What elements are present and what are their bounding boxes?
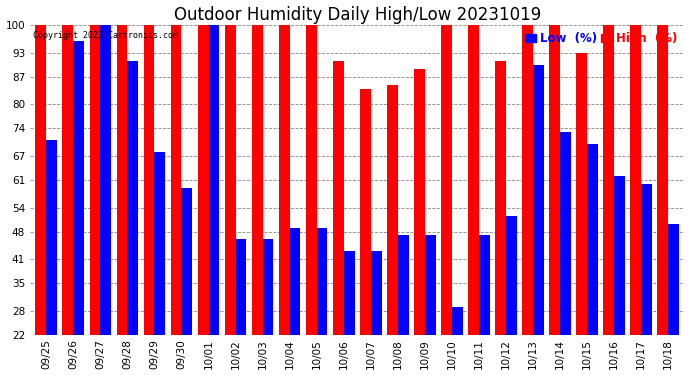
Bar: [560, 132, 571, 335]
Bar: [90, 25, 100, 335]
Bar: [360, 88, 371, 335]
Bar: [117, 25, 128, 335]
Bar: [603, 25, 614, 335]
Bar: [198, 25, 208, 335]
Bar: [495, 61, 506, 335]
Bar: [170, 25, 181, 335]
Bar: [387, 85, 398, 335]
Bar: [658, 25, 668, 335]
Legend: Low  (%), High  (%): Low (%), High (%): [524, 31, 678, 46]
Bar: [587, 144, 598, 335]
Bar: [46, 140, 57, 335]
Bar: [614, 176, 625, 335]
Bar: [479, 236, 490, 335]
Bar: [208, 25, 219, 335]
Bar: [468, 25, 479, 335]
Bar: [144, 25, 155, 335]
Bar: [155, 152, 165, 335]
Bar: [279, 25, 290, 335]
Bar: [522, 25, 533, 335]
Bar: [333, 61, 344, 335]
Bar: [225, 25, 235, 335]
Bar: [414, 69, 425, 335]
Bar: [252, 25, 263, 335]
Bar: [441, 25, 452, 335]
Bar: [73, 41, 84, 335]
Bar: [290, 228, 300, 335]
Bar: [100, 25, 111, 335]
Bar: [641, 184, 652, 335]
Bar: [533, 65, 544, 335]
Bar: [549, 25, 560, 335]
Bar: [668, 224, 679, 335]
Title: Outdoor Humidity Daily High/Low 20231019: Outdoor Humidity Daily High/Low 20231019: [174, 6, 541, 24]
Bar: [35, 25, 46, 335]
Bar: [631, 25, 641, 335]
Bar: [344, 251, 355, 335]
Bar: [263, 240, 273, 335]
Bar: [576, 53, 587, 335]
Bar: [63, 25, 73, 335]
Bar: [181, 188, 193, 335]
Bar: [425, 236, 435, 335]
Bar: [128, 61, 138, 335]
Text: Copyright 2023 Cartronics.com: Copyright 2023 Cartronics.com: [33, 31, 178, 40]
Bar: [398, 236, 408, 335]
Bar: [371, 251, 382, 335]
Bar: [506, 216, 517, 335]
Bar: [452, 307, 463, 335]
Bar: [306, 25, 317, 335]
Bar: [317, 228, 328, 335]
Bar: [235, 240, 246, 335]
